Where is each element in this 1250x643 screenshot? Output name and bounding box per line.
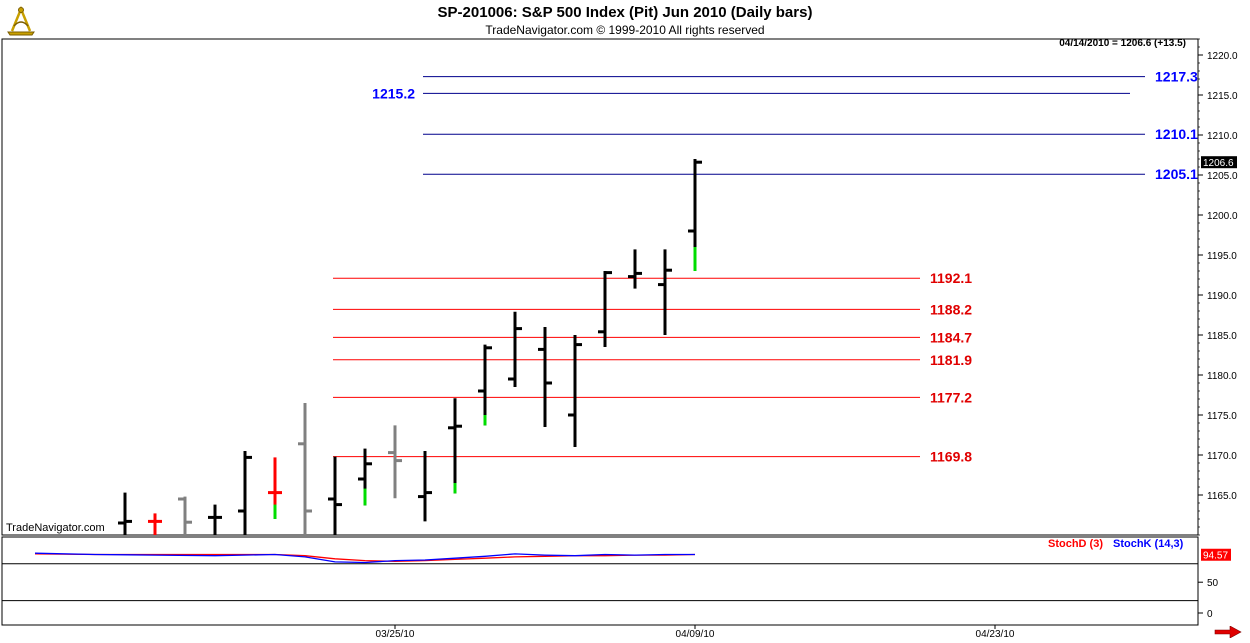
level-label: 1188.2 bbox=[930, 301, 972, 317]
last-price-readout: 04/14/2010 = 1206.6 (+13.5) bbox=[1059, 38, 1186, 49]
price-axis-label: 1180.0 bbox=[1207, 371, 1237, 382]
legend-stochK: StochK (14,3) bbox=[1113, 538, 1184, 550]
level-label: 1217.3 bbox=[1155, 69, 1198, 85]
price-axis-label: 1185.0 bbox=[1207, 331, 1237, 342]
sextant-logo-icon bbox=[7, 5, 35, 36]
price-axis-label: 1220.0 bbox=[1207, 51, 1238, 62]
price-axis-label: 1210.0 bbox=[1207, 131, 1238, 142]
level-label: 1210.1 bbox=[1155, 126, 1198, 142]
indicator-panel-frame bbox=[1, 536, 1199, 626]
last-price-tag-label: 1206.6 bbox=[1203, 158, 1234, 169]
legend-stochD: StochD (3) bbox=[1048, 538, 1103, 550]
level-label: 1192.1 bbox=[930, 270, 972, 286]
right-arrow-icon[interactable] bbox=[1214, 626, 1242, 638]
level-label: 1181.9 bbox=[930, 352, 972, 368]
price-axis-label: 1165.0 bbox=[1207, 491, 1237, 502]
stoch-last-tag-label: 94.57 bbox=[1203, 551, 1228, 562]
last-price-tag bbox=[1201, 156, 1237, 169]
level-label: 1184.7 bbox=[930, 329, 972, 345]
level-label: 1215.2 bbox=[372, 85, 415, 101]
level-label: 1169.8 bbox=[930, 449, 972, 465]
level-label: 1205.1 bbox=[1155, 166, 1198, 182]
price-axis-label: 1215.0 bbox=[1207, 91, 1238, 102]
price-panel-frame bbox=[1, 38, 1199, 536]
price-axis-label: 1170.0 bbox=[1207, 451, 1237, 462]
chart-title: SP-201006: S&P 500 Index (Pit) Jun 2010 … bbox=[437, 4, 813, 21]
stoch-axis-label: 0 bbox=[1207, 609, 1213, 620]
watermark-credit: TradeNavigator.com bbox=[6, 522, 105, 534]
price-axis-label: 1195.0 bbox=[1207, 251, 1237, 262]
date-axis-label: 03/25/10 bbox=[376, 629, 415, 640]
date-axis-label: 04/23/10 bbox=[976, 629, 1015, 640]
stoch-axis-label: 50 bbox=[1207, 578, 1219, 589]
date-axis-label: 04/09/10 bbox=[676, 629, 715, 640]
stoch-last-tag bbox=[1201, 548, 1231, 561]
price-axis-label: 1205.0 bbox=[1207, 171, 1238, 182]
price-axis-label: 1200.0 bbox=[1207, 211, 1238, 222]
copyright-subtitle: TradeNavigator.com © 1999-2010 All right… bbox=[485, 23, 765, 37]
stoch-series-line bbox=[34, 552, 695, 564]
price-axis-label: 1190.0 bbox=[1207, 291, 1237, 302]
level-label: 1177.2 bbox=[930, 389, 972, 405]
price-axis-label: 1175.0 bbox=[1207, 411, 1237, 422]
